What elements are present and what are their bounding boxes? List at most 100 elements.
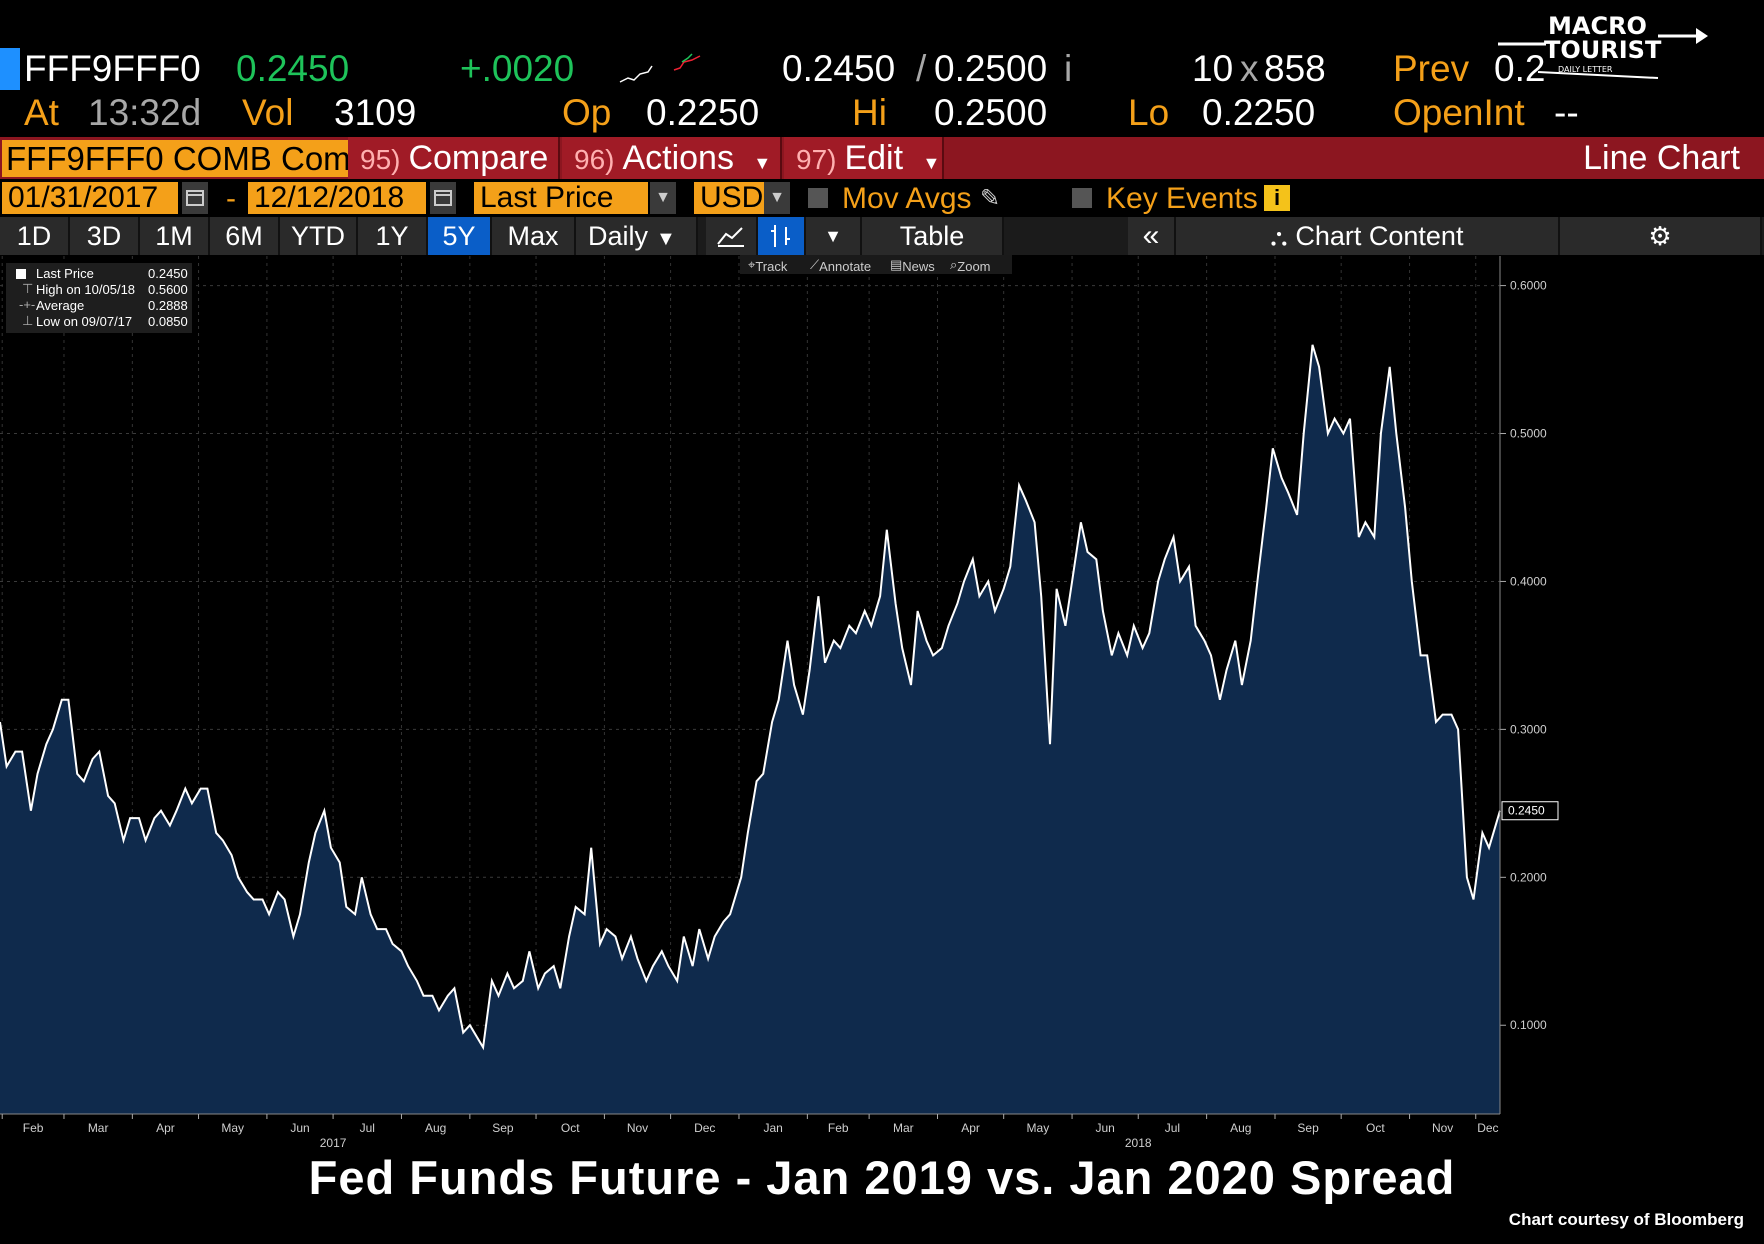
key-events-label: Key Events: [1106, 182, 1258, 215]
bar-chart-icon[interactable]: [758, 217, 806, 255]
actions-button[interactable]: 96) Actions ▼: [562, 137, 782, 179]
x-year-label: 2017: [320, 1136, 347, 1150]
chart-content-button[interactable]: ⛬ Chart Content: [1176, 217, 1560, 255]
series-line: [0, 344, 1501, 1051]
legend-last-value: 0.2450: [148, 266, 188, 281]
news-tool[interactable]: ▤ News: [890, 257, 935, 274]
compare-label: Compare: [408, 139, 549, 177]
start-calendar-icon[interactable]: [182, 182, 208, 214]
y-tick-label: 0.5000: [1510, 427, 1547, 441]
prev-value: 0.2: [1494, 48, 1546, 89]
compare-button[interactable]: 95) Compare: [348, 137, 560, 179]
legend-average-icon: -+-: [19, 297, 36, 312]
frequency-select[interactable]: Daily ▼: [576, 217, 698, 255]
frequency-label: Daily: [588, 221, 649, 251]
x-tick-label: Feb: [828, 1121, 849, 1135]
at-time: 13:32d: [88, 92, 202, 133]
line-chart[interactable]: 0.1000 0.2000 0.3000 0.4000 0.5000 0.6000 Feb…: [0, 256, 1764, 1151]
security-field[interactable]: FFF9FFF0 COMB Com: [2, 140, 348, 177]
quote-row-1: FFF9FFF0 0.2450 +.0020 0.2450 / 0.2500 i…: [0, 48, 1545, 90]
low-label: Lo: [1128, 92, 1170, 133]
key-events-checkbox[interactable]: [1072, 188, 1092, 208]
period-6m-button[interactable]: 6M: [210, 217, 280, 255]
legend-low-label: Low on 09/07/17: [36, 314, 133, 329]
ask-price: 0.2500: [934, 48, 1048, 89]
line-chart-icon[interactable]: [706, 217, 758, 255]
y-tick-label: 0.4000: [1510, 574, 1547, 588]
macro-tourist-logo: MACRO TOURIST DAILY LETTER: [1498, 8, 1708, 88]
settings-gear-icon[interactable]: ⚙: [1560, 217, 1762, 255]
collapse-chevrons-icon[interactable]: «: [1128, 217, 1176, 255]
x-tick-label: May: [221, 1121, 244, 1135]
y-tick-label: 0.1000: [1510, 1018, 1547, 1032]
price-field-select[interactable]: Last Price: [474, 182, 648, 214]
x-tick-label: Apr: [156, 1121, 175, 1135]
period-1d-button[interactable]: 1D: [0, 217, 70, 255]
low-value: 0.2250: [1202, 92, 1316, 133]
edit-label: Edit: [844, 139, 904, 177]
track-tool[interactable]: ⌖ Track: [748, 257, 788, 274]
actions-number: 96): [574, 144, 615, 175]
period-max-button[interactable]: Max: [492, 217, 576, 255]
currency-dropdown-icon[interactable]: ▼: [764, 182, 790, 214]
currency-select[interactable]: USD: [694, 182, 764, 214]
x-tick-label: May: [1027, 1121, 1050, 1135]
last-price-marker: 0.2450: [1501, 801, 1559, 821]
period-toolbar: 1D 3D 1M 6M YTD 1Y 5Y Max Daily ▼ ▼ Table…: [0, 217, 1764, 255]
annotate-tool[interactable]: ⟋ Annotate: [810, 257, 872, 274]
x-tick-label: Oct: [561, 1121, 580, 1135]
x-tick-label: Sep: [1297, 1121, 1319, 1135]
mov-avgs-checkbox[interactable]: [808, 188, 828, 208]
openint-label: OpenInt: [1393, 92, 1525, 133]
vol-value: 3109: [334, 92, 417, 133]
x-tick-label: Aug: [1230, 1121, 1251, 1135]
date-dash: -: [226, 182, 236, 215]
last-price-box: [1501, 801, 1559, 821]
x-axis: Feb Mar Apr May Jun Jul Aug Sep Oct Nov Dec Jan Feb M…: [0, 1113, 1500, 1150]
zoom-label: Zoom: [957, 259, 991, 274]
period-1y-button[interactable]: 1Y: [358, 217, 428, 255]
frequency-chevron-icon: ▼: [656, 228, 676, 250]
info-icon[interactable]: i: [1264, 185, 1290, 211]
legend-high-value: 0.5600: [148, 282, 188, 297]
start-date-field[interactable]: 01/31/2017: [2, 182, 178, 214]
zoom-tool[interactable]: ⌕ Zoom: [950, 257, 991, 274]
logo-line2: TOURIST: [1544, 36, 1662, 64]
legend-average-label: Average: [36, 298, 85, 313]
edit-number: 97): [796, 144, 837, 175]
period-ytd-button[interactable]: YTD: [280, 217, 358, 255]
price-field-dropdown-icon[interactable]: ▼: [650, 182, 676, 214]
y-tick-label: 0.3000: [1510, 722, 1547, 736]
x-tick-label: Nov: [627, 1121, 648, 1135]
bid-ask-separator: /: [916, 48, 927, 89]
legend-high-icon: ⊤: [22, 281, 34, 296]
end-date-field[interactable]: 12/12/2018: [248, 182, 426, 214]
pencil-icon[interactable]: ✎: [980, 185, 1001, 212]
edit-chevron-icon: ▼: [922, 153, 941, 173]
chart-style-dropdown-icon[interactable]: ▼: [806, 217, 862, 255]
annotate-label: Annotate: [819, 259, 872, 274]
y-tick-label: 0.2000: [1510, 870, 1547, 884]
x-tick-label: Feb: [23, 1121, 44, 1135]
ticker: FFF9FFF0: [24, 48, 201, 89]
period-3d-button[interactable]: 3D: [70, 217, 140, 255]
edit-button[interactable]: 97) Edit ▼: [784, 137, 944, 179]
x-tick-label: Dec: [1477, 1121, 1498, 1135]
logo-line1: MACRO: [1548, 12, 1647, 40]
period-5y-button[interactable]: 5Y: [428, 217, 492, 255]
at-label: At: [24, 92, 59, 133]
last-price: 0.2450: [236, 48, 350, 89]
period-1m-button[interactable]: 1M: [140, 217, 210, 255]
ask-size: 858: [1264, 48, 1326, 89]
chart-caption: Fed Funds Future - Jan 2019 vs. Jan 2020…: [308, 1151, 1456, 1204]
chart-tools-strip: ⌖ Track ⟋ Annotate ▤ News ⌕ Zoom: [740, 255, 1012, 274]
actions-label: Actions: [622, 139, 734, 177]
quote-row-2: At 13:32d Vol 3109 Op 0.2250 Hi 0.2500 L…: [0, 92, 1764, 134]
chart-credit: Chart courtesy of Bloomberg: [1508, 1210, 1744, 1229]
x-tick-label: Jun: [1095, 1121, 1114, 1135]
date-range-row: 01/31/2017 - 12/12/2018 Last Price ▼ USD…: [0, 180, 1764, 216]
table-button[interactable]: Table: [862, 217, 1004, 255]
end-calendar-icon[interactable]: [430, 182, 456, 214]
open-value: 0.2250: [646, 92, 760, 133]
size-separator: x: [1240, 48, 1259, 89]
